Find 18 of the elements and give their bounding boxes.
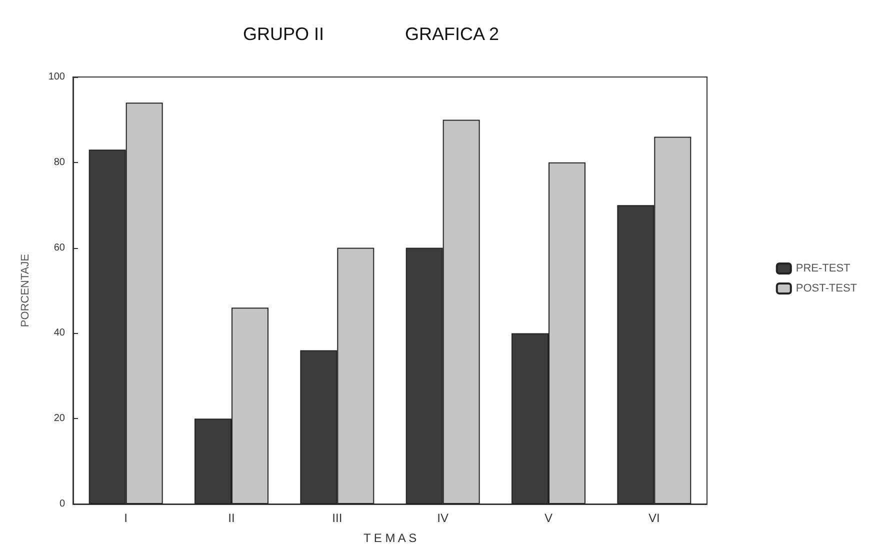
x-tick-label: III [332, 511, 342, 525]
x-tick-label: V [544, 511, 553, 525]
chart-title: GRUPO II [243, 24, 324, 44]
y-tick-label: 20 [54, 413, 66, 424]
x-tick-label: I [124, 511, 128, 525]
x-tick-label: VI [648, 511, 660, 525]
chart-subtitle: GRAFICA 2 [405, 24, 500, 44]
y-tick-label: 60 [54, 242, 66, 254]
y-axis-title: PORCENTAJE [20, 254, 32, 328]
legend-label: POST-TEST [796, 282, 858, 294]
y-tick-label: 40 [54, 328, 66, 339]
legend-label: PRE-TEST [796, 262, 851, 274]
y-tick-label: 100 [48, 72, 66, 82]
x-tick-label: II [228, 511, 235, 525]
x-tick-label: IV [437, 511, 449, 525]
y-tick-label: 80 [54, 156, 66, 168]
x-axis-title: T E M A S [363, 531, 417, 545]
y-tick-label: 0 [59, 498, 66, 510]
